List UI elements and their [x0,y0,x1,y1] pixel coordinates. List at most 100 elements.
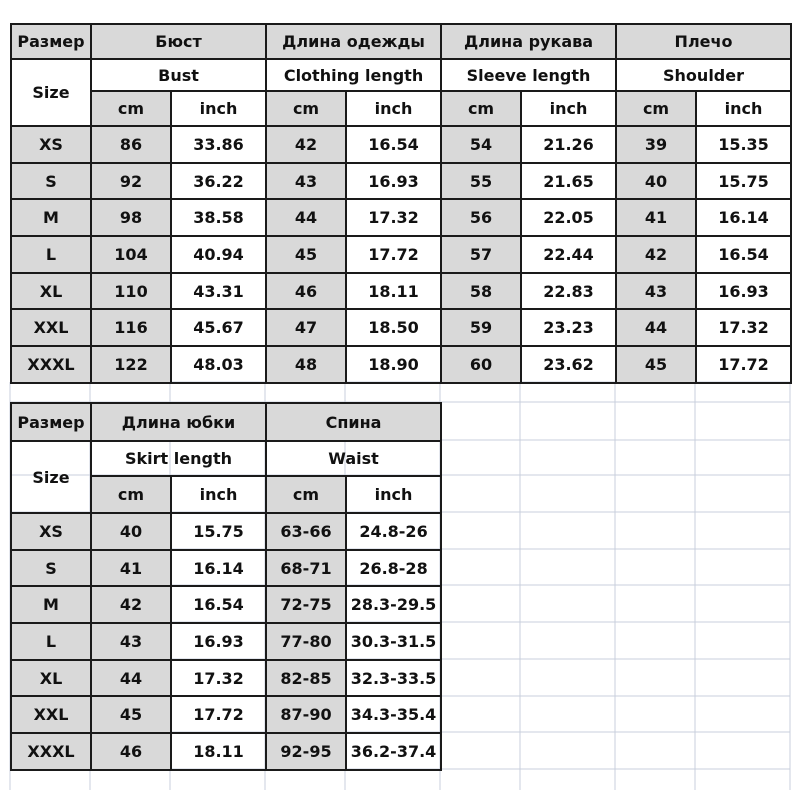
cm-value: 54 [440,125,523,164]
size-cell: XL [10,658,92,698]
table-row: XXL 45 17.72 87-90 34.3-35.4 [10,695,443,735]
size-cell: L [10,622,92,661]
table-row: L 104 40.94 45 17.72 57 22.44 42 16.54 [10,235,793,274]
cm-value: 110 [90,271,172,311]
table-row: XL 110 43.31 46 18.11 58 22.83 43 16.93 [10,271,793,311]
inch-value: 48.03 [169,345,268,384]
table-row: M 98 38.58 44 17.32 56 22.05 41 16.14 [10,198,793,238]
cm-value: 92-95 [265,732,347,771]
inch-value: 18.11 [345,271,443,311]
unit-cm: cm [615,90,698,127]
group-header-ru: Спина [264,402,443,442]
cm-value: 82-85 [265,658,347,698]
cm-value: 47 [265,308,348,348]
cm-value: 92 [90,161,172,201]
inch-value: 21.65 [520,161,618,201]
unit-inch: inch [170,475,267,514]
unit-row: cm inch cm inch [11,475,443,514]
inch-value: 16.54 [695,235,793,274]
inch-value: 30.3-31.5 [344,622,443,661]
size-cell: XS [10,512,92,551]
cm-value: 46 [265,271,348,311]
inch-value: 43.31 [169,271,268,311]
table-row: L 43 16.93 77-80 30.3-31.5 [10,622,443,661]
cm-value: 42 [615,235,698,274]
cm-value: 87-90 [265,695,347,735]
cm-value: 68-71 [265,548,347,588]
inch-value: 24.8-26 [344,512,443,551]
inch-value: 33.86 [169,125,268,164]
inch-value: 18.11 [170,732,267,771]
cm-value: 42 [265,125,348,164]
cm-value: 98 [90,198,172,238]
inch-value: 16.93 [345,161,443,201]
inch-value: 34.3-35.4 [344,695,443,735]
size-cell: XXL [10,695,92,735]
inch-value: 26.8-28 [344,548,443,588]
cm-value: 48 [265,345,348,384]
inch-value: 17.32 [170,658,267,698]
inch-value: 38.58 [169,198,268,238]
cm-value: 42 [90,585,172,625]
inch-value: 21.26 [520,125,618,164]
size-cell: M [10,198,92,238]
size-cell: M [10,585,92,625]
cm-value: 40 [615,161,698,201]
cm-value: 72-75 [265,585,347,625]
cm-value: 43 [90,622,172,661]
unit-cm: cm [440,90,523,127]
size-cell: XL [10,271,92,311]
unit-cm: cm [90,90,172,127]
table-row: S 41 16.14 68-71 26.8-28 [10,548,443,588]
inch-value: 22.83 [520,271,618,311]
inch-value: 17.72 [170,695,267,735]
group-header-ru: Плечо [615,23,793,60]
size-cell: XS [10,125,92,164]
inch-value: 17.72 [345,235,443,274]
cm-value: 55 [440,161,523,201]
cm-value: 63-66 [265,512,347,551]
header-row-en: Size Bust Clothing length Sleeve length Shou… [10,58,793,127]
cm-value: 44 [265,198,348,238]
table-row: XXXL 122 48.03 48 18.90 60 23.62 45 17.72 [10,345,793,384]
cm-value: 60 [440,345,523,384]
cm-value: 86 [90,125,172,164]
inch-value: 15.35 [695,125,793,164]
unit-inch: inch [345,90,443,127]
header-row-ru: Размер Бюст Длина одежды Длина рукава Плечо [10,23,793,60]
inch-value: 16.54 [345,125,443,164]
group-header-en: Waist [264,440,443,477]
group-header-en: Skirt length [90,440,267,477]
inch-value: 23.23 [520,308,618,348]
table-row: S 92 36.22 43 16.93 55 21.65 40 15.75 [10,161,793,201]
cm-value: 39 [615,125,698,164]
group-header-en: Shoulder [615,58,793,92]
inch-value: 36.22 [169,161,268,201]
cm-value: 41 [90,548,172,588]
cm-value: 44 [90,658,172,698]
inch-value: 22.05 [520,198,618,238]
cm-value: 104 [90,235,172,274]
unit-cm: cm [265,475,347,514]
inch-value: 40.94 [169,235,268,274]
unit-cm: cm [265,90,348,127]
group-header-en: Bust [89,58,268,92]
cm-value: 56 [440,198,523,238]
inch-value: 16.93 [695,271,793,311]
unit-inch: inch [344,475,443,514]
group-header-en: Sleeve length [440,58,618,92]
inch-value: 28.3-29.5 [344,585,443,625]
inch-value: 16.93 [170,622,267,661]
size-header-en: Size [10,440,92,514]
inch-value: 17.72 [695,345,793,384]
inch-value: 15.75 [695,161,793,201]
inch-value: 23.62 [520,345,618,384]
inch-value: 16.54 [170,585,267,625]
inch-value: 18.90 [345,345,443,384]
group-header-en: Clothing length [265,58,443,92]
size-cell: XXXL [10,345,92,384]
group-header-ru: Длина рукава [440,23,618,60]
cm-value: 43 [615,271,698,311]
group-header-ru: Бюст [89,23,268,60]
cm-value: 116 [90,308,172,348]
